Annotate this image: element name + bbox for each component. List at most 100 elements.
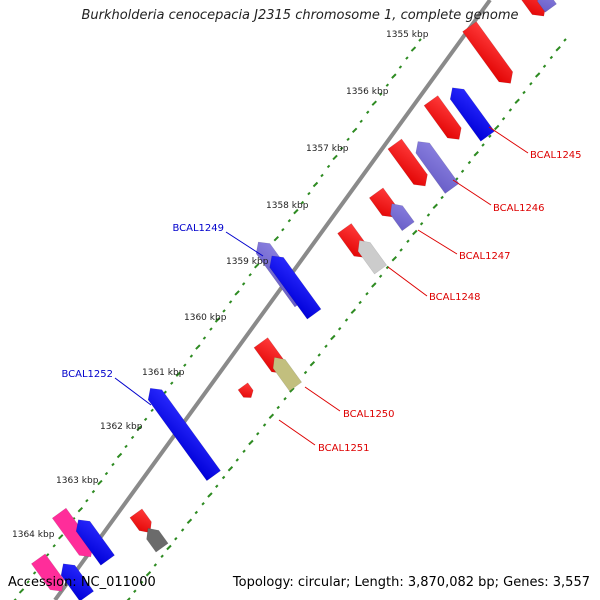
cds-bcal1255a[interactable] (31, 553, 68, 596)
gc-skew-mark (136, 425, 142, 432)
gc-skew-mark (221, 475, 226, 480)
feature-layer (31, 0, 557, 600)
gene-label[interactable]: BCAL1246 (493, 203, 545, 214)
gc-skew-mark (488, 134, 492, 138)
gc-skew-mark (371, 100, 377, 106)
gene-label[interactable]: BCAL1249 (172, 223, 224, 234)
cds-bcal1247[interactable] (386, 199, 415, 232)
cds-bcal1253b[interactable] (71, 515, 115, 566)
gc-skew-mark (202, 336, 207, 340)
gc-skew-mark (309, 361, 316, 367)
gc-skew-mark (391, 73, 397, 79)
cds-bcal1249[interactable] (265, 251, 322, 320)
cds-bcal1245a[interactable] (462, 21, 518, 89)
gc-skew-mark (194, 510, 198, 515)
gc-skew-mark (13, 598, 17, 600)
gc-skew-mark (227, 466, 234, 472)
gc-skew-mark (85, 498, 89, 503)
cds-bcal1246[interactable] (411, 137, 460, 194)
gc-skew-mark (332, 154, 338, 161)
gc-skew-mark (180, 528, 185, 532)
gc-skew-mark (170, 381, 174, 385)
gc-skew-mark (160, 554, 164, 558)
gc-skew-mark (432, 203, 438, 209)
gc-skew-mark (139, 580, 144, 585)
cds-bcal1244b[interactable] (533, 0, 557, 13)
ruler-label: 1363 kbp (56, 476, 99, 486)
gc-skew-mark (440, 195, 444, 200)
gene-label[interactable]: BCAL1248 (429, 292, 481, 303)
gc-skew-mark (183, 363, 187, 367)
gc-skew-mark (385, 83, 390, 87)
gc-skew-mark (45, 553, 50, 557)
cds-bcal1246a[interactable] (387, 138, 432, 191)
gc-skew-mark (412, 229, 418, 236)
gc-skew-mark (253, 263, 260, 269)
gene-label[interactable]: BCAL1252 (61, 369, 113, 380)
gc-skew-mark (366, 110, 370, 114)
gc-skew-mark (207, 492, 213, 498)
cds-bcal1251[interactable] (237, 382, 256, 401)
gc-skew-mark (346, 137, 350, 142)
gc-skew-mark (317, 353, 321, 357)
gc-skew-mark (32, 571, 37, 575)
gene-label[interactable]: BCAL1250 (343, 409, 395, 420)
cds-bcal1252[interactable] (143, 383, 221, 482)
gc-skew-mark (300, 200, 305, 205)
gc-skew-mark (481, 143, 485, 147)
gc-skew-mark (467, 160, 472, 165)
gc-skew-mark (508, 108, 513, 112)
gc-skew-mark (293, 208, 299, 215)
gc-skew-mark (153, 563, 158, 567)
cds-bcal1254b[interactable] (142, 524, 169, 553)
cds-bcal1245b[interactable] (423, 95, 466, 145)
gc-skew-mark (460, 169, 465, 173)
gc-skew-mark (133, 589, 137, 593)
gc-skew-mark (104, 471, 109, 476)
gc-skew-mark (143, 417, 148, 422)
gc-skew-mark (241, 282, 246, 286)
gc-skew-mark (228, 300, 233, 304)
cds-bcal1248[interactable] (353, 236, 387, 275)
gc-skew-mark (273, 236, 279, 242)
gc-skew-mark (209, 327, 213, 331)
cds-bcal1254a[interactable] (129, 508, 156, 537)
cds-bcal1245[interactable] (446, 83, 495, 142)
gc-skew-mark (307, 191, 311, 196)
gene-label-leader (417, 229, 458, 255)
gc-skew-mark (235, 458, 239, 462)
gene-label[interactable]: BCAL1245 (530, 150, 582, 161)
gc-skew-mark (248, 273, 252, 277)
gc-skew-mark (195, 344, 201, 350)
gc-skew-mark (150, 408, 154, 413)
gene-label-leader (304, 386, 341, 412)
gene-label-layer: BCAL1245 BCAL1246 BCAL1247 BCAL1248 BCAL1249… (61, 126, 582, 454)
gc-skew-mark (350, 308, 357, 314)
gc-skew-mark (234, 290, 240, 296)
gc-skew-mark (201, 502, 205, 506)
gc-skew-mark (189, 354, 194, 358)
gc-skew-mark (555, 46, 561, 52)
cds-bcal1247a[interactable] (368, 187, 400, 222)
gc-skew-mark (77, 506, 84, 513)
ruler-label: 1356 kbp (346, 87, 389, 97)
gc-skew-mark (549, 55, 554, 60)
gc-skew-mark (324, 344, 328, 348)
cds-bcal1250b[interactable] (268, 353, 302, 392)
gc-skew-mark (501, 117, 506, 121)
gc-skew-mark (529, 82, 533, 86)
gc-skew-mark (534, 72, 541, 78)
gene-label[interactable]: BCAL1247 (459, 251, 511, 262)
gc-skew-mark (52, 544, 56, 548)
gc-skew-mark (426, 213, 431, 217)
ruler-label: 1362 kbp (100, 422, 143, 432)
gene-label[interactable]: BCAL1251 (318, 443, 370, 454)
gc-skew-mark (214, 317, 221, 323)
gc-skew-mark (287, 218, 292, 223)
gc-skew-mark (58, 534, 64, 540)
gc-skew-track-inner (126, 38, 567, 600)
genome-backbone-line (53, 0, 492, 600)
gc-skew-mark (371, 282, 377, 288)
gc-skew-mark (242, 449, 246, 453)
ruler-label: 1359 kbp (226, 257, 269, 267)
